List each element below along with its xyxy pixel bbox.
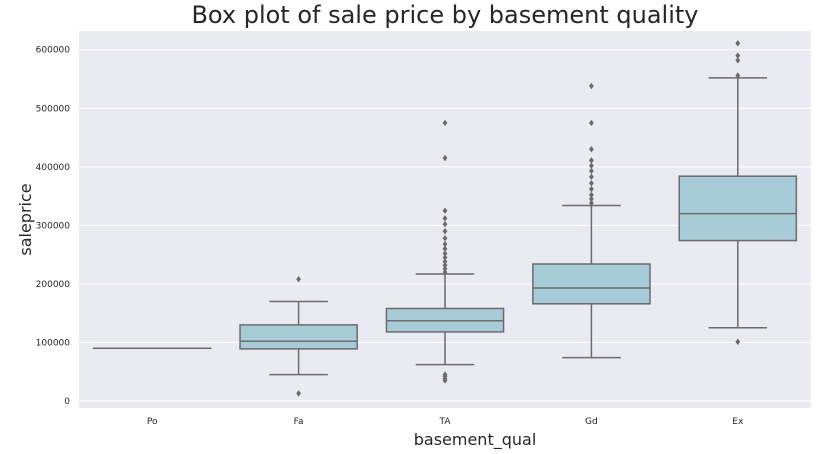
box-fa	[239, 276, 358, 397]
outlier-point	[442, 371, 448, 378]
y-tick-label: 600000	[36, 46, 71, 56]
outlier-point	[589, 180, 594, 187]
outlier-point	[442, 240, 448, 248]
x-tick-label: Fa	[294, 417, 304, 427]
outlier-point	[735, 338, 741, 346]
iqr-box	[678, 175, 798, 242]
y-axis-ticks: 0 100000 200000 300000 400000 500000 600000	[36, 46, 71, 407]
outlier-point	[589, 162, 594, 169]
y-tick-label: 500000	[36, 104, 71, 114]
x-tick-label: Gd	[585, 417, 598, 427]
outlier-point	[442, 154, 448, 162]
box-ex	[678, 40, 798, 346]
outlier-point	[589, 167, 594, 175]
outlier-point	[589, 195, 594, 203]
y-tick-label: 0	[64, 397, 70, 407]
outlier-point	[442, 250, 448, 257]
box-series	[92, 40, 798, 397]
outlier-point	[442, 268, 448, 276]
x-tick-label: TA	[439, 417, 452, 427]
outlier-point	[442, 254, 448, 261]
box-ta	[385, 119, 505, 384]
outlier-point	[442, 220, 448, 228]
y-tick-label: 200000	[36, 280, 71, 290]
outlier-point	[589, 157, 594, 164]
box-gd	[532, 82, 651, 359]
outlier-point	[442, 258, 448, 265]
outlier-point	[735, 57, 741, 64]
outlier-point	[442, 235, 448, 242]
y-tick-label: 100000	[36, 338, 71, 348]
outlier-point	[442, 261, 448, 269]
outlier-point	[589, 119, 594, 127]
x-tick-label: Ex	[732, 417, 744, 427]
outlier-point	[296, 276, 301, 283]
iqr-box	[239, 324, 358, 350]
outlier-point	[442, 265, 448, 272]
outlier-point	[589, 173, 594, 180]
y-axis-label: saleprice	[16, 183, 35, 255]
outlier-point	[735, 40, 741, 47]
y-tick-label: 300000	[36, 221, 71, 231]
outlier-point	[589, 199, 594, 207]
outlier-point	[442, 215, 448, 222]
x-tick-label: Po	[147, 417, 158, 427]
outlier-point	[442, 207, 448, 214]
x-axis-ticks: Po Fa TA Gd Ex	[147, 417, 744, 427]
outlier-point	[735, 72, 741, 79]
iqr-box	[532, 263, 651, 305]
y-tick-label: 400000	[36, 163, 71, 173]
outlier-point	[589, 82, 594, 90]
outlier-point	[296, 390, 301, 397]
x-axis-label: basement_qual	[414, 430, 537, 450]
outlier-point	[442, 119, 448, 127]
outlier-point	[735, 52, 741, 59]
outlier-point	[442, 245, 448, 252]
chart-title: Box plot of sale price by basement quali…	[191, 1, 699, 29]
outlier-point	[589, 191, 594, 199]
outlier-point	[589, 185, 594, 193]
outlier-point	[442, 228, 448, 235]
outlier-point	[589, 146, 594, 153]
